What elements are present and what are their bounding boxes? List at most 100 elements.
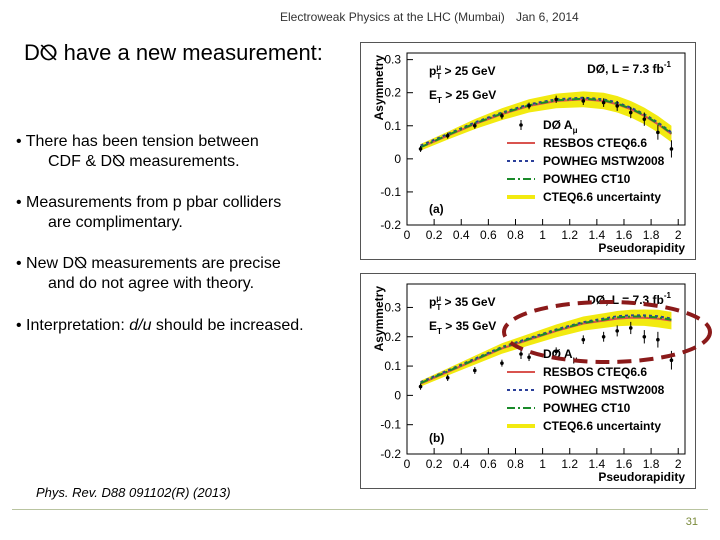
x-tick-label: 0.4 <box>453 457 470 471</box>
x-tick-label: 0.8 <box>507 457 524 471</box>
bottom-border <box>12 509 708 510</box>
data-point <box>628 110 633 115</box>
y-tick-label: 0.3 <box>384 53 401 67</box>
legend-label-sub: μ <box>573 126 578 135</box>
series-line-resbos-cteq6-6 <box>420 316 672 385</box>
cut-et-label: ET > 25 GeV <box>429 88 496 105</box>
x-tick-label: 0.8 <box>507 228 524 242</box>
data-point <box>642 117 647 121</box>
legend-label: POWHEG CT10 <box>543 172 631 186</box>
x-tick-label: 1.8 <box>643 228 660 242</box>
bullet-3: • New D⦰ measurements are precise and do… <box>16 254 366 294</box>
y-tick-label: 0.1 <box>384 119 401 133</box>
data-point <box>554 349 558 354</box>
data-point <box>554 97 558 102</box>
y-tick-label: 0.1 <box>384 359 401 373</box>
chart-panel-a: 0 0.2 0.4 0.6 0.8 1 1.2 1.4 1.6 1.8 2 -0.2 -0.1 0 0.1 0… <box>360 42 696 260</box>
series-line-powheg-ct10 <box>420 315 672 384</box>
cut-et-sub: T <box>437 96 442 105</box>
experiment-sup: -1 <box>664 60 672 69</box>
legend-label: POWHEG MSTW2008 <box>543 154 665 168</box>
data-point <box>527 355 531 360</box>
data-point <box>628 326 633 330</box>
bullet-2-line1: • Measurements from p pbar colliders <box>16 194 282 211</box>
panel-label: (b) <box>429 431 444 445</box>
data-point <box>581 337 586 342</box>
data-point <box>445 375 450 380</box>
panel-label: (a) <box>429 202 444 216</box>
page-number: 31 <box>685 516 698 528</box>
x-tick-label: 1 <box>539 457 546 471</box>
y-tick-label: 0.2 <box>384 330 401 344</box>
x-tick-label: 0 <box>404 457 411 471</box>
x-tick-label: 0.6 <box>480 457 497 471</box>
x-tick-label: 0.2 <box>426 228 443 242</box>
data-point <box>500 361 504 365</box>
x-tick-label: 1.4 <box>589 228 606 242</box>
bullet-4-em: d/u <box>129 317 152 334</box>
y-tick-label: 0 <box>394 388 401 402</box>
x-tick-label: 1.8 <box>643 457 660 471</box>
data-point <box>656 130 660 135</box>
annotation-circle <box>502 300 712 364</box>
x-tick-label: 1.2 <box>561 228 578 242</box>
legend-label: CTEQ6.6 uncertainty <box>543 190 661 204</box>
cut-pt-sup: μ <box>436 63 441 72</box>
chart-panel-b: 0 0.2 0.4 0.6 0.8 1 1.2 1.4 1.6 1.8 2 -0.2 -0.1 0 0.1 0… <box>360 273 696 489</box>
x-tick-label: 0.2 <box>426 457 443 471</box>
x-tick-label: 2 <box>675 457 682 471</box>
x-axis-title: Pseudorapidity <box>598 470 685 484</box>
cut-pt-label: pTμ > 35 GeV <box>429 294 496 312</box>
bullet-2-line2: are complimentary. <box>48 214 183 231</box>
legend-label: POWHEG CT10 <box>543 401 631 415</box>
cut-et-sub: T <box>437 327 442 336</box>
x-tick-label: 0.4 <box>453 228 470 242</box>
data-point <box>642 334 647 339</box>
y-tick-label: 0.3 <box>384 300 401 314</box>
bullet-1-line1: • There has been tension between <box>16 133 259 150</box>
data-point <box>601 334 606 339</box>
cut-et-value: > 25 GeV <box>442 88 496 102</box>
data-point <box>500 114 504 118</box>
data-point <box>418 147 423 151</box>
legend-swatch-data-point <box>519 352 523 356</box>
cut-pt-label: pTμ > 25 GeV <box>429 63 496 81</box>
y-tick-label: -0.2 <box>380 447 401 461</box>
legend-label: RESBOS CTEQ6.6 <box>543 136 647 150</box>
data-point <box>418 384 423 389</box>
title-pre: D <box>24 40 40 65</box>
bullet-2: • Measurements from p pbar colliders are… <box>16 193 366 233</box>
cut-pt-sub: T <box>436 72 441 81</box>
y-tick-label: -0.1 <box>380 418 401 432</box>
x-tick-label: 1.2 <box>561 457 578 471</box>
x-tick-label: 1.6 <box>616 228 633 242</box>
legend-label: RESBOS CTEQ6.6 <box>543 365 647 379</box>
chart-b-svg: 0 0.2 0.4 0.6 0.8 1 1.2 1.4 1.6 1.8 2 -0.2 -0.1 0 0.1 0… <box>372 283 686 484</box>
data-point <box>669 358 674 363</box>
x-tick-label: 2 <box>675 228 682 242</box>
d0-symbol: ⦰ <box>39 41 58 66</box>
title-post: have a new measurement: <box>57 40 323 65</box>
cut-et-label: ET > 35 GeV <box>429 319 496 336</box>
bullet-4-pre: • Interpretation: <box>16 317 130 334</box>
reference: Phys. Rev. D88 091102(R) (2013) <box>36 485 231 500</box>
series-line-powheg-mstw2008 <box>420 314 672 384</box>
bullet-4: • Interpretation: d/u should be increase… <box>16 316 376 336</box>
cut-pt-sub: T <box>436 303 441 312</box>
data-point <box>527 104 531 108</box>
cut-et-value: > 35 GeV <box>442 319 496 333</box>
data-point <box>581 99 586 103</box>
legend-label: POWHEG MSTW2008 <box>543 383 665 397</box>
data-point <box>669 147 674 151</box>
data-point <box>473 123 477 128</box>
data-point <box>656 337 660 342</box>
bullet-1: • There has been tension between CDF & D… <box>16 132 366 172</box>
bullet-1-line2: CDF & D⦰ measurements. <box>48 153 240 170</box>
x-tick-label: 1.4 <box>589 457 606 471</box>
data-point <box>601 100 606 105</box>
y-tick-label: 0.2 <box>384 86 401 100</box>
cut-pt-value: > 35 GeV <box>441 295 495 309</box>
cut-pt-sup: μ <box>436 294 441 303</box>
y-tick-label: -0.1 <box>380 185 401 199</box>
chart-a-svg: 0 0.2 0.4 0.6 0.8 1 1.2 1.4 1.6 1.8 2 -0.2 -0.1 0 0.1 0… <box>372 52 686 255</box>
